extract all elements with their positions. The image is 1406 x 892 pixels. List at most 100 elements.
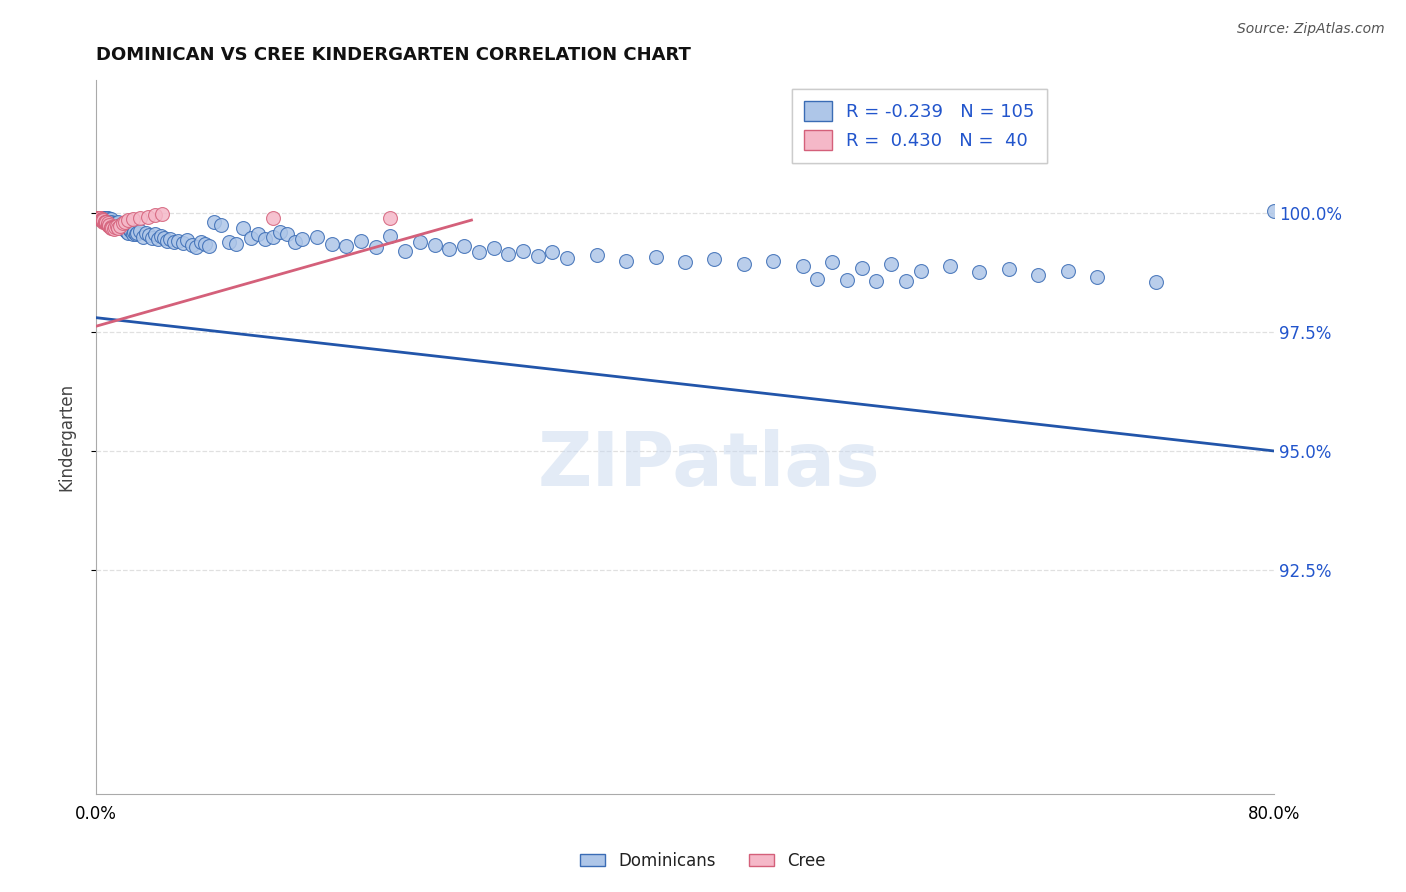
Point [284,235,307,249]
Point [792,259,814,273]
Point [97,218,120,232]
Point [87,211,110,225]
Point [202,215,225,229]
Point [100,220,122,235]
Point [117,226,139,240]
Point [114,222,136,236]
Y-axis label: Kindergarten: Kindergarten [58,383,75,491]
Point [894,275,917,289]
Point [269,225,291,239]
Point [380,228,402,243]
Text: Source: ZipAtlas.com: Source: ZipAtlas.com [1237,22,1385,37]
Point [644,250,666,264]
Point [94,211,117,225]
Point [110,220,132,235]
Point [276,227,298,242]
Point [152,230,174,244]
Point [90,211,112,226]
Point [1144,276,1167,290]
Point [146,232,169,246]
Point [112,222,135,236]
Point [167,234,190,248]
Point [969,265,991,279]
Point [198,239,221,253]
Text: ZIPatlas: ZIPatlas [537,429,880,501]
Point [89,211,111,226]
Point [96,211,118,225]
Point [150,207,173,221]
Point [225,236,247,251]
Point [350,234,373,248]
Point [98,219,121,233]
Point [129,211,152,225]
Point [821,255,844,269]
Point [880,257,903,271]
Point [96,216,118,230]
Point [141,230,163,244]
Point [93,214,115,228]
Point [127,226,149,240]
Point [124,225,146,239]
Point [149,228,172,243]
Point [512,244,534,258]
Point [159,232,181,246]
Point [143,227,166,241]
Point [865,274,887,288]
Point [541,244,564,259]
Point [107,215,129,229]
Point [104,218,127,232]
Point [910,264,932,278]
Point [762,253,785,268]
Point [555,251,578,265]
Point [585,248,607,262]
Point [321,236,343,251]
Point [101,221,124,235]
Point [90,213,112,227]
Point [176,233,198,247]
Point [120,224,142,238]
Point [103,216,125,230]
Point [262,229,284,244]
Point [291,232,314,246]
Point [305,229,328,244]
Point [97,216,120,230]
Point [254,232,277,246]
Point [108,219,131,233]
Point [98,219,121,234]
Point [135,226,157,240]
Point [117,212,139,227]
Point [232,221,254,235]
Point [703,252,725,266]
Point [132,229,155,244]
Point [1263,203,1285,218]
Point [129,224,152,238]
Point [89,211,111,225]
Point [498,247,520,261]
Point [998,262,1021,277]
Point [136,210,159,224]
Point [114,214,136,228]
Point [111,221,134,235]
Point [806,271,828,285]
Point [94,214,117,228]
Legend: Dominicans, Cree: Dominicans, Cree [574,846,832,877]
Point [87,211,110,226]
Point [1085,269,1108,284]
Point [111,216,134,230]
Point [209,218,232,232]
Point [190,235,212,250]
Point [1056,264,1078,278]
Point [107,216,129,230]
Point [103,222,125,236]
Point [482,241,505,255]
Point [98,211,121,226]
Point [1028,268,1050,282]
Point [218,235,240,249]
Point [143,208,166,222]
Point [125,227,148,242]
Point [835,272,858,286]
Point [86,211,108,225]
Point [184,240,207,254]
Point [526,249,548,263]
Point [93,211,115,225]
